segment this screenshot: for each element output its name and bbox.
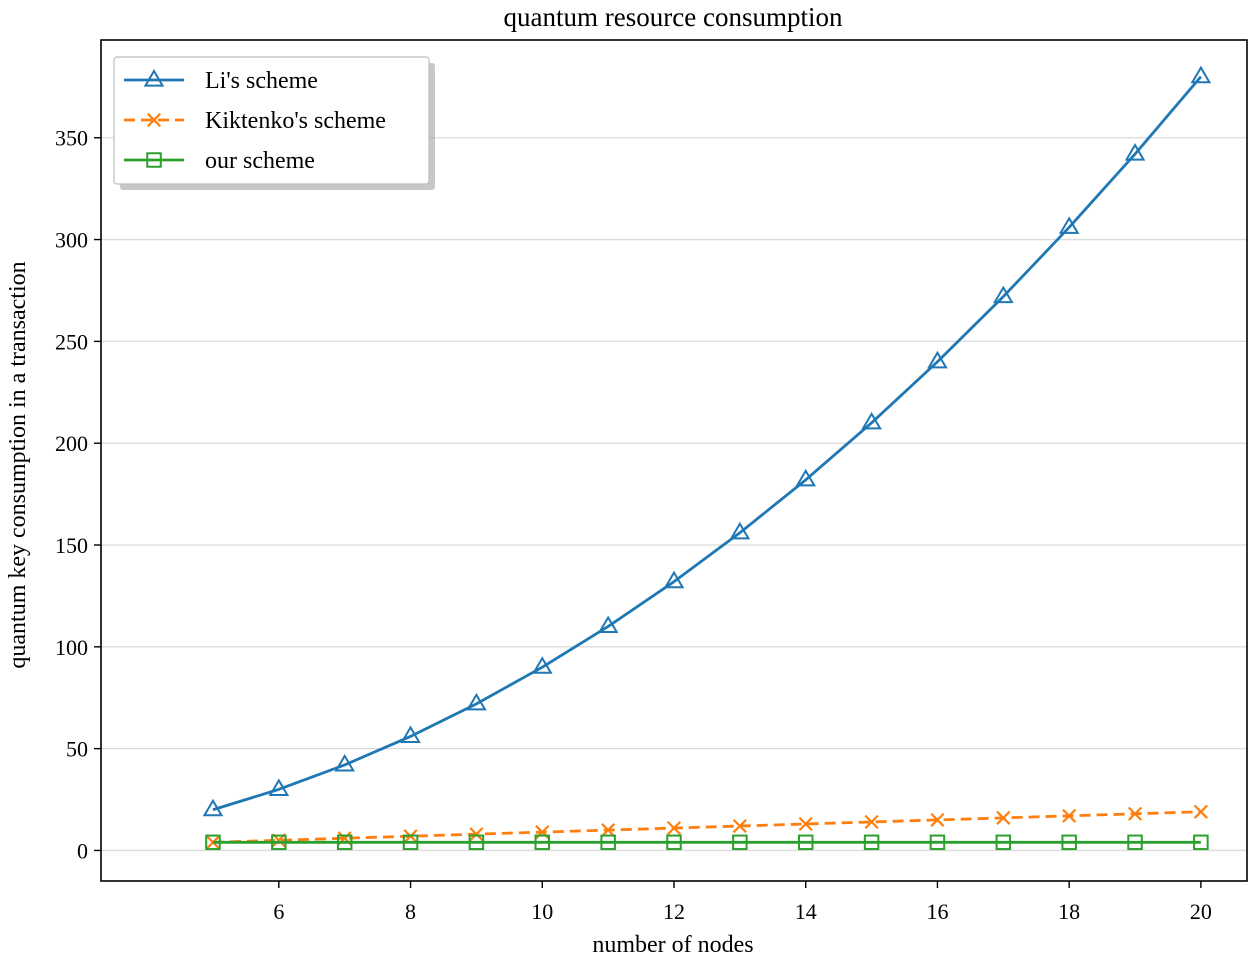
data-point-kiktenko-s-scheme-stroke xyxy=(930,812,945,827)
data-point-kiktenko-s-scheme xyxy=(1127,806,1143,821)
data-point-li-s-scheme xyxy=(334,753,355,772)
x-tick-label: 14 xyxy=(795,899,817,924)
data-point-our-scheme xyxy=(732,834,748,851)
data-point-li-s-scheme xyxy=(1190,65,1212,84)
legend-item-li-s-scheme: Li's scheme xyxy=(124,68,318,94)
data-point-our-scheme xyxy=(797,834,814,851)
series-li-s-scheme xyxy=(202,65,1212,817)
x-axis-label: number of nodes xyxy=(592,932,753,958)
x-tick-label: 20 xyxy=(1190,899,1212,924)
data-point-our-scheme xyxy=(534,834,551,851)
data-point-li-s-scheme xyxy=(268,778,290,796)
x-tick-label: 10 xyxy=(531,899,553,924)
series-layer xyxy=(202,65,1212,851)
y-tick-label: 50 xyxy=(66,737,88,762)
data-point-our-scheme xyxy=(1193,834,1209,851)
data-point-li-s-scheme xyxy=(400,725,421,744)
data-point-kiktenko-s-scheme xyxy=(666,820,682,836)
data-point-li-s-scheme xyxy=(1124,143,1146,161)
data-point-our-scheme xyxy=(1127,834,1143,851)
legend-item-our-scheme: our scheme xyxy=(124,148,315,174)
y-tick-label: 200 xyxy=(55,431,88,456)
chart-title: quantum resource consumption xyxy=(504,2,843,32)
series-line-kiktenko-s-scheme xyxy=(212,810,1201,844)
data-point-our-scheme xyxy=(402,834,419,851)
data-point-kiktenko-s-scheme xyxy=(1062,808,1077,823)
data-point-kiktenko-s-scheme-stroke xyxy=(601,823,616,838)
data-point-li-s-scheme xyxy=(729,521,751,540)
data-point-our-scheme xyxy=(666,834,682,851)
data-point-kiktenko-s-scheme xyxy=(469,827,484,842)
data-point-kiktenko-s-scheme-stroke xyxy=(205,835,221,850)
legend-label: Kiktenko's scheme xyxy=(205,108,386,134)
legend-marker xyxy=(143,69,165,87)
data-point-li-s-scheme xyxy=(466,692,487,711)
legend-item-kiktenko-s-scheme: Kiktenko's scheme xyxy=(124,108,386,134)
data-point-li-s-scheme xyxy=(1058,216,1080,234)
data-point-kiktenko-s-scheme-stroke xyxy=(1193,804,1208,819)
data-point-our-scheme xyxy=(205,834,221,851)
y-tick-label: 250 xyxy=(55,329,88,354)
data-point-kiktenko-s-scheme xyxy=(996,810,1011,825)
data-point-kiktenko-s-scheme xyxy=(732,818,747,834)
x-tick-label: 16 xyxy=(926,899,948,924)
y-tick-label: 100 xyxy=(55,635,88,660)
data-point-our-scheme xyxy=(929,834,946,851)
data-point-kiktenko-s-scheme xyxy=(601,823,616,838)
x-tick-label: 8 xyxy=(405,899,416,924)
y-axis-label: quantum key consumption in a transaction xyxy=(5,261,31,668)
data-point-our-scheme xyxy=(1061,834,1077,851)
data-point-li-s-scheme xyxy=(795,468,817,487)
data-point-li-s-scheme xyxy=(597,615,619,634)
data-point-kiktenko-s-scheme-stroke xyxy=(469,827,484,842)
data-point-li-s-scheme xyxy=(202,798,224,817)
x-tick-label: 18 xyxy=(1058,899,1080,924)
legend-box xyxy=(113,56,430,185)
data-point-our-scheme xyxy=(863,834,880,851)
x-tick-label: 12 xyxy=(663,899,685,924)
data-point-kiktenko-s-scheme-stroke xyxy=(864,814,879,830)
data-point-kiktenko-s-scheme-stroke xyxy=(1127,806,1143,821)
data-point-kiktenko-s-scheme xyxy=(864,814,879,830)
legend-marker-stroke xyxy=(146,112,162,128)
x-tick-label: 6 xyxy=(273,899,284,924)
y-tick-label: 150 xyxy=(55,533,88,558)
data-point-our-scheme xyxy=(600,834,616,851)
data-point-li-s-scheme xyxy=(531,656,553,674)
legend: Li's scheme Kiktenko's scheme our scheme xyxy=(113,56,435,190)
legend-marker xyxy=(146,152,162,168)
data-point-kiktenko-s-scheme-stroke xyxy=(732,818,747,834)
series-line-li-s-scheme xyxy=(212,75,1202,812)
tick-layer: 0 50 100 150 200 250 300 350 6 8 10 12 14 16 18 20 xyxy=(55,126,1212,924)
data-point-kiktenko-s-scheme-stroke xyxy=(996,810,1011,825)
y-tick-label: 350 xyxy=(55,126,88,151)
legend-label: our scheme xyxy=(205,148,315,174)
data-point-li-s-scheme xyxy=(663,570,685,589)
data-point-li-s-scheme xyxy=(927,350,948,369)
data-point-kiktenko-s-scheme-stroke xyxy=(666,820,682,836)
data-point-kiktenko-s-scheme-stroke xyxy=(1062,808,1077,823)
data-point-our-scheme xyxy=(271,834,287,851)
y-tick-label: 0 xyxy=(77,838,88,863)
data-point-our-scheme xyxy=(468,834,485,851)
grid-layer xyxy=(101,137,1247,852)
legend-marker xyxy=(146,112,162,128)
data-point-li-s-scheme xyxy=(861,411,882,430)
data-point-kiktenko-s-scheme xyxy=(1193,804,1208,819)
data-point-kiktenko-s-scheme xyxy=(930,812,945,827)
data-point-li-s-scheme xyxy=(993,285,1014,304)
data-point-kiktenko-s-scheme xyxy=(798,816,813,832)
data-point-kiktenko-s-scheme xyxy=(205,835,221,850)
series-our-scheme xyxy=(205,834,1209,851)
legend-label: Li's scheme xyxy=(205,68,318,94)
data-point-our-scheme xyxy=(336,834,353,851)
legend-entries: Li's scheme Kiktenko's scheme our scheme xyxy=(124,68,386,174)
data-point-kiktenko-s-scheme-stroke xyxy=(798,816,813,832)
data-point-our-scheme xyxy=(995,834,1012,851)
y-tick-label: 300 xyxy=(55,228,88,253)
